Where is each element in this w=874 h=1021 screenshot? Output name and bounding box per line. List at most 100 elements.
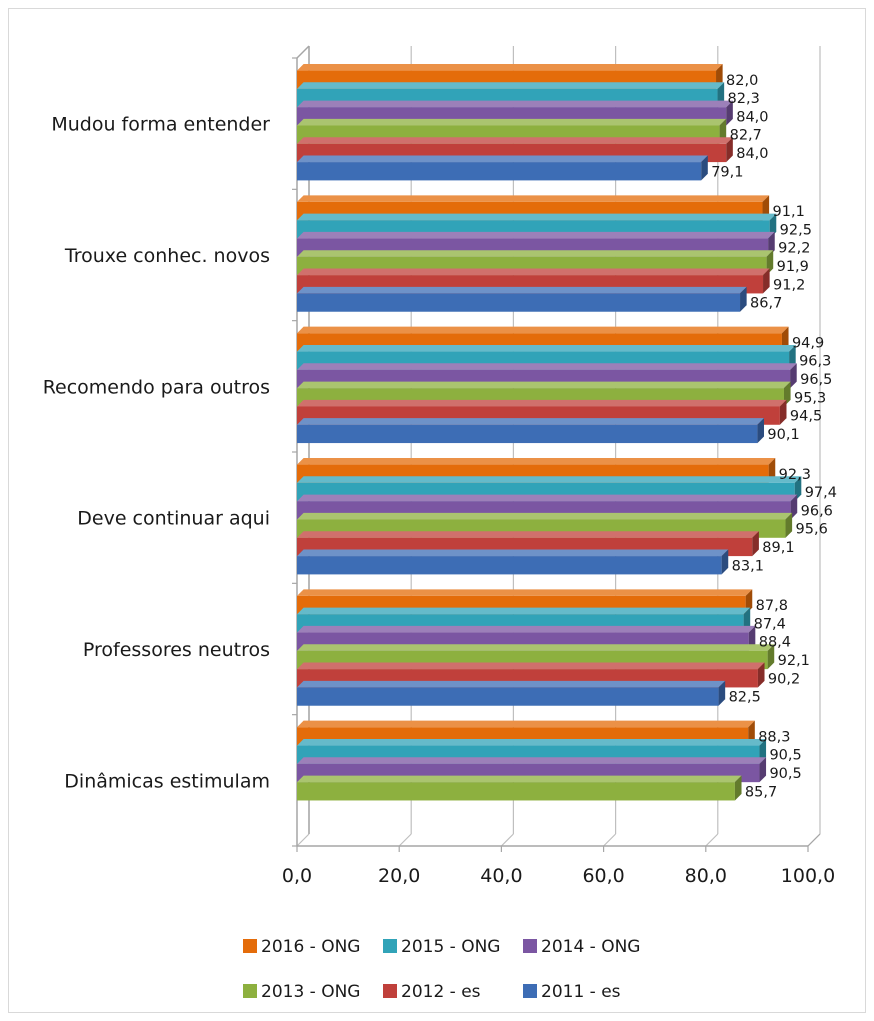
data-label: 82,0 (726, 73, 758, 89)
data-label: 95,3 (794, 390, 826, 406)
bar-top-face (297, 738, 767, 746)
bar-front-face (297, 293, 741, 312)
bar-top-face (297, 720, 755, 728)
bar-end-face (752, 531, 759, 557)
data-label: 96,6 (801, 503, 833, 519)
data-label: 94,5 (790, 409, 822, 425)
data-label: 92,1 (778, 653, 810, 669)
data-label: 91,9 (777, 259, 809, 275)
legend-label: 2013 - ONG (261, 982, 360, 1002)
bar-top-face (297, 512, 793, 520)
bars (297, 64, 802, 801)
bar-end-face (740, 286, 747, 312)
bar-front-face (297, 782, 735, 801)
bar-top-face (297, 137, 733, 144)
bar (297, 680, 726, 706)
legend-label: 2011 - es (541, 982, 621, 1002)
bar-top-face (297, 662, 765, 670)
category-label: Dinâmicas estimulam (64, 770, 270, 792)
data-label: 95,6 (796, 522, 828, 538)
data-label: 96,5 (800, 372, 832, 388)
data-label: 96,3 (799, 354, 831, 370)
data-label: 91,2 (773, 277, 805, 293)
data-label: 87,4 (754, 616, 786, 632)
bar-top-face (297, 286, 747, 294)
bar-top-face (297, 195, 770, 202)
bar-top-face (297, 363, 797, 370)
data-label: 90,5 (769, 748, 801, 764)
bar (297, 549, 729, 575)
data-label: 88,4 (759, 635, 791, 651)
x-tick-label: 0,0 (282, 865, 312, 887)
bar-top-face (297, 118, 727, 126)
data-label: 90,5 (769, 766, 801, 782)
bar-end-face (757, 418, 765, 444)
bar-top-face (297, 64, 723, 71)
data-label: 90,1 (767, 427, 799, 443)
bar-end-face (790, 494, 798, 520)
bar-top-face (297, 268, 770, 276)
bar-end-face (718, 680, 726, 706)
bar (297, 286, 747, 312)
bar-top-face (297, 100, 733, 108)
data-label: 82,3 (728, 91, 760, 107)
bar-front-face (297, 424, 758, 444)
bar-top-face (297, 418, 765, 425)
legend-label: 2015 - ONG (401, 937, 500, 957)
legend-swatch (243, 939, 257, 953)
legend-swatch (523, 939, 537, 953)
bar (297, 775, 742, 801)
bar-front-face (297, 687, 719, 706)
bar-end-face (759, 757, 767, 783)
bar (297, 155, 708, 181)
data-label: 85,7 (745, 784, 777, 800)
floor-edge (807, 833, 821, 847)
category-label: Recomendo para outros (43, 376, 270, 398)
bar-top-face (297, 231, 775, 239)
bar-front-face (297, 162, 702, 181)
bar-top-face (297, 680, 726, 688)
bar-end-face (701, 155, 708, 181)
bar-top-face (297, 82, 725, 89)
bar-top-face (297, 344, 796, 352)
data-label: 92,2 (778, 241, 810, 257)
legend: 2016 - ONG 2015 - ONG 2014 - ONG 2013 - ONG… (243, 937, 640, 1002)
x-tick-label: 100,0 (781, 865, 835, 887)
category-label: Deve continuar aqui (77, 508, 270, 530)
bar-end-face (790, 363, 797, 389)
data-label: 87,8 (756, 598, 788, 614)
x-tick-label: 40,0 (480, 865, 522, 887)
bar-top-face (297, 757, 767, 764)
bar-end-face (785, 512, 793, 538)
legend-swatch (523, 984, 537, 998)
x-tick-label: 20,0 (378, 865, 420, 887)
floor-gridline (500, 833, 514, 847)
bar-end-face (763, 268, 770, 294)
bar-top-face (297, 644, 775, 651)
floor-gridline (296, 833, 310, 847)
bar-top-face (297, 625, 756, 633)
data-label: 84,0 (736, 146, 768, 162)
bar (297, 418, 765, 444)
category-label: Trouxe conhec. novos (64, 245, 270, 267)
bar-top-face (297, 476, 802, 483)
data-label: 97,4 (805, 485, 837, 501)
legend-label: 2012 - es (401, 982, 481, 1002)
bar-end-face (757, 662, 765, 688)
bar-top-face (297, 549, 729, 557)
data-label: 83,1 (732, 558, 764, 574)
side-wall-top (296, 45, 310, 59)
legend-label: 2016 - ONG (261, 937, 360, 957)
data-label: 88,3 (758, 729, 790, 745)
bar-top-face (297, 589, 753, 596)
data-label: 90,2 (768, 671, 800, 687)
legend-swatch (383, 939, 397, 953)
data-label: 91,1 (773, 204, 805, 220)
bar-top-face (297, 494, 798, 502)
category-label: Professores neutros (83, 639, 270, 661)
x-tick-label: 80,0 (685, 865, 727, 887)
data-label: 82,5 (729, 690, 761, 706)
bar-end-face (726, 100, 733, 126)
data-label: 82,7 (730, 128, 762, 144)
bar-top-face (297, 607, 751, 615)
